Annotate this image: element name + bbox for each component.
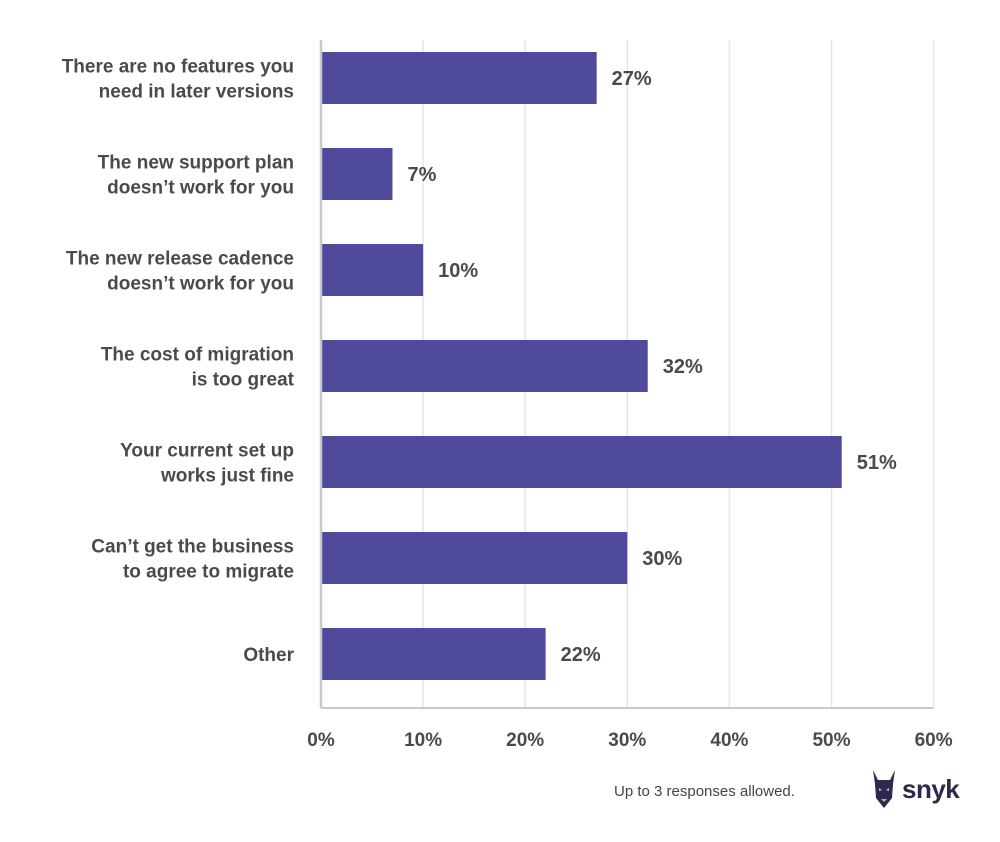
value-label: 30%	[642, 548, 682, 570]
bar	[321, 628, 546, 680]
x-tick-label: 20%	[506, 730, 544, 751]
x-tick-label: 40%	[710, 730, 748, 751]
x-tick-label: 0%	[307, 730, 335, 751]
value-label: 27%	[612, 68, 652, 90]
bar	[321, 340, 648, 392]
bar	[321, 148, 393, 200]
logo-text: snyk	[902, 774, 960, 804]
category-label: The cost of migration is too great	[101, 345, 295, 391]
bars	[321, 52, 842, 680]
footnote: Up to 3 responses allowed.	[614, 783, 795, 800]
value-label: 32%	[663, 356, 703, 378]
value-labels: 27% 7% 10% 32% 51% 30% 22%	[407, 68, 896, 666]
value-label: 7%	[407, 164, 436, 186]
x-axis-ticks: 0% 10% 20% 30% 40% 50% 60%	[307, 730, 952, 751]
doberman-icon	[873, 770, 895, 808]
category-label: Your current set up works just fine	[120, 441, 294, 487]
value-label: 10%	[438, 260, 478, 282]
category-label: There are no features you need in later v…	[62, 57, 294, 103]
value-label: 51%	[857, 452, 897, 474]
snyk-logo: snyk	[870, 768, 960, 812]
category-label: Other	[243, 645, 294, 666]
bar	[321, 436, 842, 488]
bar	[321, 52, 597, 104]
category-labels: There are no features you need in later v…	[62, 57, 295, 667]
category-label: The new release cadence doesn’t work for …	[66, 249, 294, 295]
x-tick-label: 10%	[404, 730, 442, 751]
value-label: 22%	[561, 644, 601, 666]
bar	[321, 244, 424, 296]
x-tick-label: 50%	[812, 730, 850, 751]
category-label: The new support plan doesn’t work for you	[98, 153, 294, 199]
x-tick-label: 60%	[915, 730, 953, 751]
category-label: Can’t get the business to agree to migrat…	[91, 537, 294, 583]
bar	[321, 532, 628, 584]
x-tick-label: 30%	[608, 730, 646, 751]
